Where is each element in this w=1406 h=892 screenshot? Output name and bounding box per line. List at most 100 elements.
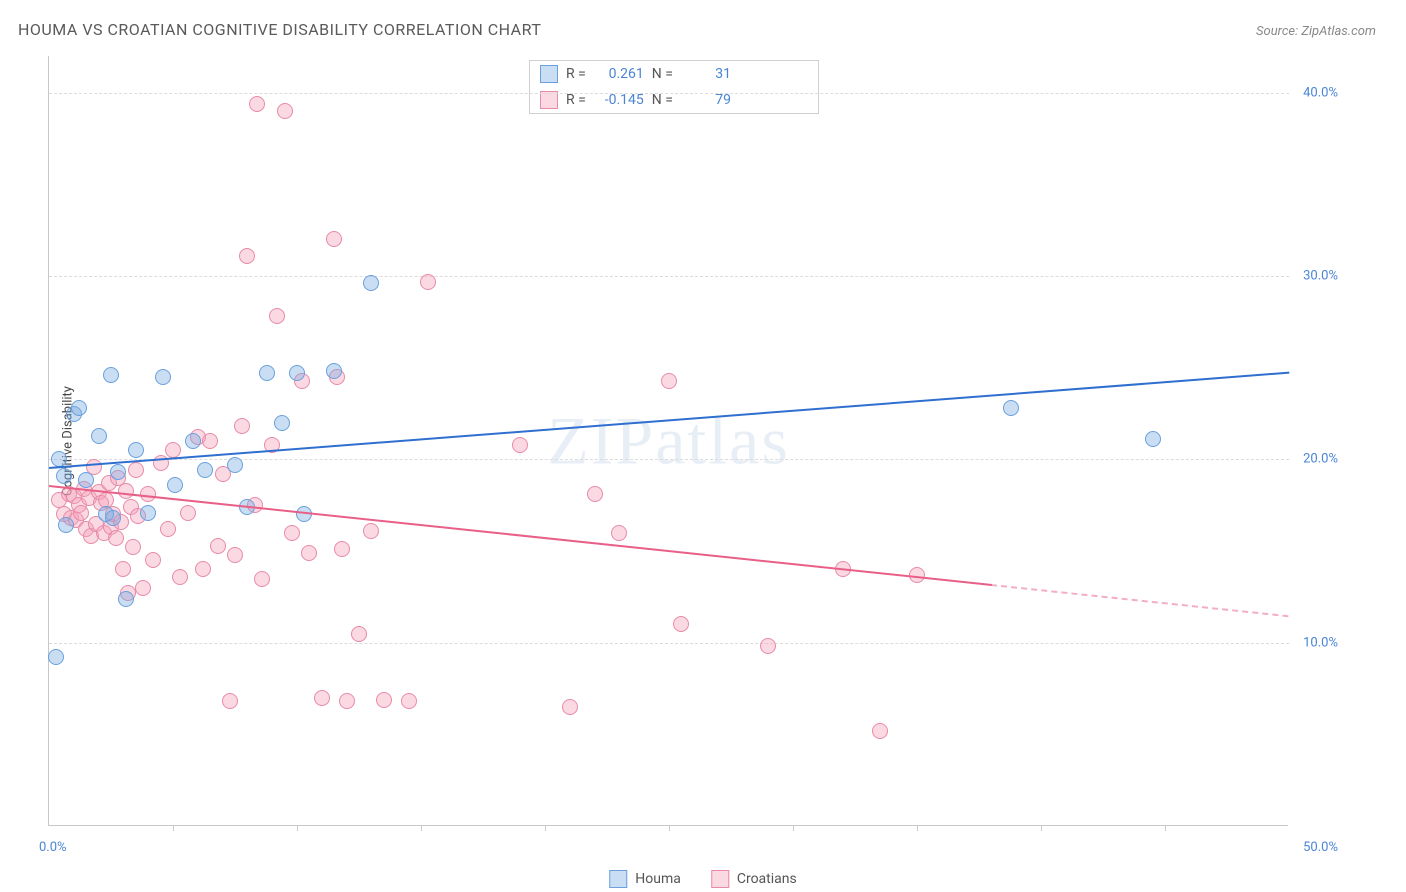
x-tick	[669, 825, 670, 831]
legend-item-houma: Houma	[609, 870, 681, 888]
x-tick	[793, 825, 794, 831]
scatter-point	[180, 505, 196, 521]
x-tick	[917, 825, 918, 831]
scatter-point	[185, 433, 201, 449]
y-tick-label: 10.0%	[1292, 635, 1338, 650]
scatter-point	[222, 693, 238, 709]
scatter-point	[91, 428, 107, 444]
scatter-point	[420, 274, 436, 290]
y-tick-label: 20.0%	[1292, 452, 1338, 467]
n-label: N =	[652, 92, 673, 108]
scatter-point	[326, 231, 342, 247]
scatter-point	[1145, 431, 1161, 447]
x-tick	[1041, 825, 1042, 831]
scatter-point	[128, 462, 144, 478]
scatter-point	[227, 547, 243, 563]
r-label: R =	[566, 92, 586, 108]
scatter-point	[78, 472, 94, 488]
scatter-point	[376, 692, 392, 708]
n-label: N =	[652, 66, 673, 82]
scatter-point	[259, 365, 275, 381]
scatter-point	[301, 545, 317, 561]
stats-row-houma: R = 0.261 N = 31	[530, 61, 818, 87]
scatter-point	[71, 400, 87, 416]
trend-line	[49, 485, 992, 586]
r-value: -0.145	[594, 92, 644, 108]
scatter-point	[254, 571, 270, 587]
scatter-point	[160, 521, 176, 537]
scatter-point	[239, 248, 255, 264]
scatter-point	[202, 433, 218, 449]
gridline-h	[49, 93, 1289, 94]
scatter-point	[56, 468, 72, 484]
scatter-point	[661, 373, 677, 389]
scatter-point	[269, 308, 285, 324]
scatter-point	[140, 505, 156, 521]
x-tick	[297, 825, 298, 831]
stats-legend: R = 0.261 N = 31 R = -0.145 N = 79	[529, 60, 819, 114]
scatter-point	[105, 510, 121, 526]
gridline-h	[49, 643, 1289, 644]
scatter-point	[1003, 400, 1019, 416]
x-tick	[545, 825, 546, 831]
scatter-point	[872, 723, 888, 739]
legend-swatch-houma	[609, 870, 627, 888]
chart-title: HOUMA VS CROATIAN COGNITIVE DISABILITY C…	[18, 20, 541, 39]
scatter-point	[562, 699, 578, 715]
scatter-point	[58, 517, 74, 533]
scatter-point	[115, 561, 131, 577]
scatter-point	[227, 457, 243, 473]
n-value: 31	[681, 66, 731, 82]
scatter-point	[334, 541, 350, 557]
trend-line	[991, 584, 1289, 617]
x-tick	[173, 825, 174, 831]
scatter-point	[167, 477, 183, 493]
scatter-point	[760, 638, 776, 654]
scatter-point	[274, 415, 290, 431]
legend-label-croatians: Croatians	[737, 871, 797, 887]
x-tick	[1165, 825, 1166, 831]
scatter-point	[48, 649, 64, 665]
bottom-legend: Houma Croatians	[609, 870, 796, 888]
scatter-point	[165, 442, 181, 458]
scatter-point	[155, 369, 171, 385]
scatter-point	[351, 626, 367, 642]
y-tick-label: 30.0%	[1292, 269, 1338, 284]
scatter-point	[314, 690, 330, 706]
source-credit: Source: ZipAtlas.com	[1256, 24, 1376, 39]
chart-container: Cognitive Disability ZIPatlas R = 0.261 …	[48, 56, 1338, 826]
scatter-point	[98, 492, 114, 508]
scatter-point	[673, 616, 689, 632]
scatter-point	[118, 483, 134, 499]
swatch-croatians	[540, 91, 558, 109]
scatter-point	[363, 523, 379, 539]
scatter-point	[73, 505, 89, 521]
scatter-point	[128, 442, 144, 458]
x-tick	[421, 825, 422, 831]
scatter-point	[172, 569, 188, 585]
scatter-point	[108, 530, 124, 546]
stats-row-croatians: R = -0.145 N = 79	[530, 87, 818, 113]
scatter-point	[118, 591, 134, 607]
gridline-h	[49, 276, 1289, 277]
scatter-point	[197, 462, 213, 478]
scatter-point	[103, 367, 119, 383]
n-value: 79	[681, 92, 731, 108]
legend-item-croatians: Croatians	[711, 870, 797, 888]
scatter-point	[234, 418, 250, 434]
legend-label-houma: Houma	[635, 871, 681, 887]
scatter-point	[289, 365, 305, 381]
scatter-point	[195, 561, 211, 577]
legend-swatch-croatians	[711, 870, 729, 888]
scatter-point	[339, 693, 355, 709]
r-value: 0.261	[594, 66, 644, 82]
scatter-point	[326, 363, 342, 379]
scatter-point	[135, 580, 151, 596]
swatch-houma	[540, 65, 558, 83]
x-max-label: 50.0%	[1303, 840, 1338, 855]
scatter-point	[249, 96, 265, 112]
scatter-point	[512, 437, 528, 453]
scatter-point	[401, 693, 417, 709]
scatter-point	[587, 486, 603, 502]
x-min-label: 0.0%	[39, 840, 67, 855]
